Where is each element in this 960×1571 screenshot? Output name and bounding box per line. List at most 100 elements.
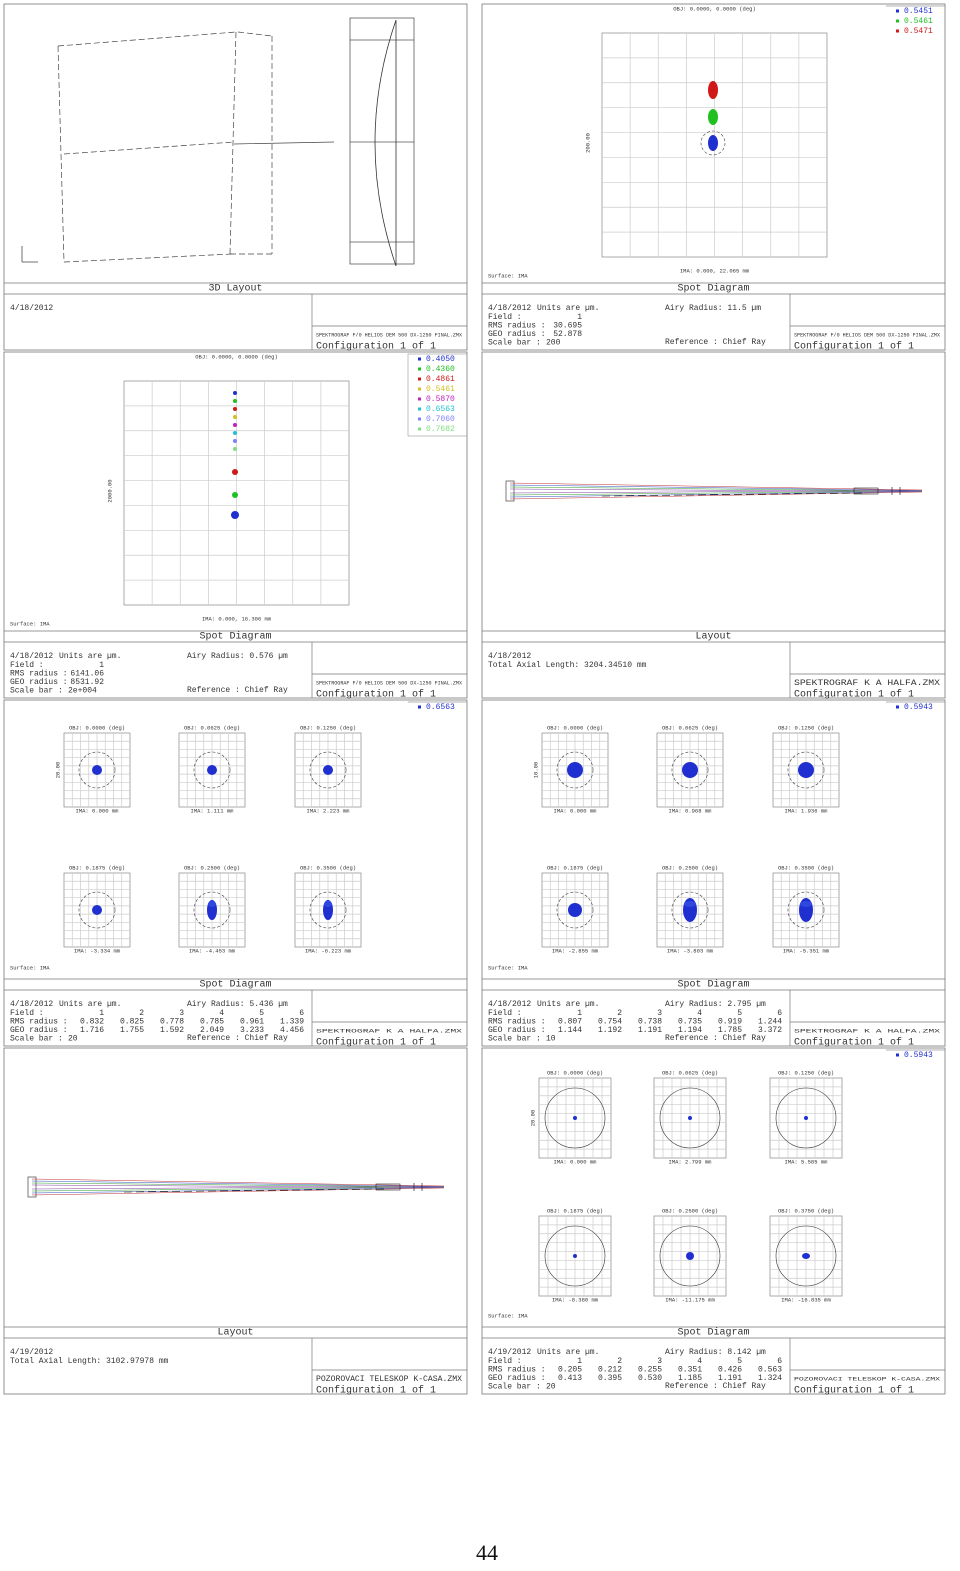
row-value: 4 xyxy=(697,1009,702,1018)
legend-label: 0.7060 xyxy=(426,415,455,424)
line xyxy=(509,491,923,498)
row-value: 6 xyxy=(777,1009,782,1018)
ima-label: IMA: 0.000 mm xyxy=(554,1158,598,1165)
surface-label: Surface: IMA xyxy=(488,1312,528,1319)
units: Units are µm. xyxy=(59,652,121,661)
airy-disk xyxy=(787,751,825,789)
row-value: 1.191 xyxy=(638,1026,662,1035)
row-value: 1 xyxy=(99,1009,104,1018)
row-value: 1.716 xyxy=(80,1026,104,1035)
airy-disk xyxy=(544,1087,606,1149)
spot xyxy=(802,1253,810,1259)
spot xyxy=(324,901,332,907)
row-label: RMS radius : xyxy=(10,1018,68,1027)
legend-swatch xyxy=(896,29,899,33)
airy-disk xyxy=(78,891,116,929)
units: Units are µm. xyxy=(537,1348,599,1357)
panel xyxy=(481,3,946,351)
legend-swatch xyxy=(896,1053,899,1057)
legend-label: 0.5461 xyxy=(904,17,933,26)
spot xyxy=(708,135,718,151)
ima-label: IMA: -2.855 mm xyxy=(552,947,599,954)
row-label: Field : xyxy=(10,661,44,670)
line xyxy=(31,1186,445,1190)
airy-disk xyxy=(556,751,594,789)
airy-disk xyxy=(787,891,825,929)
spot xyxy=(233,407,237,411)
legend-label: 0.4861 xyxy=(426,375,455,384)
line xyxy=(601,492,863,497)
ima-label: IMA: 0.000, 22.065 mm xyxy=(680,267,750,274)
row-value: 10 xyxy=(546,1035,556,1044)
airy-disk xyxy=(309,751,347,789)
spot xyxy=(684,901,696,907)
line xyxy=(57,45,65,263)
legend-swatch xyxy=(418,427,421,431)
ima-label: IMA: -3.334 mm xyxy=(74,947,121,954)
row-value: 0.426 xyxy=(718,1366,742,1375)
figure-sheet: 3D Layout 4/18/2012 SPEKTROGRAF F/0 HELIOS… xyxy=(3,3,946,1397)
ima-label: IMA: 0.000, 16.306 mm xyxy=(202,615,272,622)
file-name: SPEKTROGRAF K A HALFA.ZMX xyxy=(316,1027,463,1034)
file-name: POZOROVACI TELESKOP K-CASA.ZMX xyxy=(316,1375,462,1384)
spot xyxy=(682,762,698,778)
row-value: 1.785 xyxy=(718,1026,742,1035)
airy-disk xyxy=(659,1087,721,1149)
obj-label: OBJ: 0.0000, 0.0000 (deg) xyxy=(673,5,756,12)
panel-title: Spot Diagram xyxy=(199,631,271,643)
airy-disk xyxy=(556,891,594,929)
row-label: RMS radius : xyxy=(488,1366,546,1375)
scale-label: 20.00 xyxy=(529,1110,536,1127)
spot xyxy=(232,469,238,475)
row-value: 4 xyxy=(219,1009,224,1018)
row-label: Scale bar : xyxy=(488,1383,541,1392)
spot xyxy=(323,765,333,775)
row-value: 1.592 xyxy=(160,1026,184,1035)
airy-disk xyxy=(700,130,726,156)
row-value: 0.212 xyxy=(598,1366,622,1375)
spot xyxy=(567,762,583,778)
row-value: 3.372 xyxy=(758,1026,782,1035)
row-value: 5 xyxy=(259,1009,264,1018)
ima-label: IMA: -3.803 mm xyxy=(667,947,714,954)
airy-radius: Airy Radius: 5.436 µm xyxy=(187,1000,288,1009)
row-value: 3 xyxy=(657,1009,662,1018)
surface-label: Surface: IMA xyxy=(488,964,528,971)
row-label: GEO radius : xyxy=(488,1026,546,1035)
line xyxy=(31,1186,445,1192)
row-value: 20 xyxy=(546,1383,556,1392)
legend-label: 0.6563 xyxy=(426,703,455,712)
airy-disk xyxy=(193,891,231,929)
legend-label: 0.5870 xyxy=(426,395,455,404)
legend-swatch xyxy=(418,417,421,421)
surface-label: Surface: IMA xyxy=(10,964,50,971)
ima-label: IMA: 1.111 mm xyxy=(191,807,235,814)
legend-label: 0.5451 xyxy=(904,7,933,16)
row-value: 52.878 xyxy=(553,330,582,339)
row-value: 2.049 xyxy=(200,1026,224,1035)
spot xyxy=(92,905,102,915)
row-label: GEO radius : xyxy=(10,1026,68,1035)
row-value: 0.807 xyxy=(558,1018,582,1027)
configuration: Configuration 1 of 1 xyxy=(794,689,914,701)
obj-label: OBJ: 0.0000 (deg) xyxy=(69,724,125,731)
row-label: Field : xyxy=(10,1009,44,1018)
configuration: Configuration 1 of 1 xyxy=(316,1385,436,1397)
line xyxy=(509,486,923,492)
obj-label: OBJ: 0.1875 (deg) xyxy=(69,864,125,871)
row-value: 0.778 xyxy=(160,1018,184,1027)
legend-swatch xyxy=(418,407,421,411)
spot xyxy=(233,439,237,443)
aperture xyxy=(27,1176,37,1198)
obj-label: OBJ: 0.1250 (deg) xyxy=(778,724,834,731)
scale-label: 10.00 xyxy=(532,762,539,779)
panel-title: Spot Diagram xyxy=(677,1327,749,1339)
line xyxy=(229,31,237,255)
legend-swatch xyxy=(418,377,421,381)
line xyxy=(123,1188,385,1193)
legend-label: 0.5471 xyxy=(904,27,933,36)
obj-label: OBJ: 0.2500 (deg) xyxy=(662,1207,718,1214)
row-value: 1.244 xyxy=(758,1018,782,1027)
row-label: Field : xyxy=(488,1357,522,1366)
ima-label: IMA: -5.351 mm xyxy=(783,947,830,954)
